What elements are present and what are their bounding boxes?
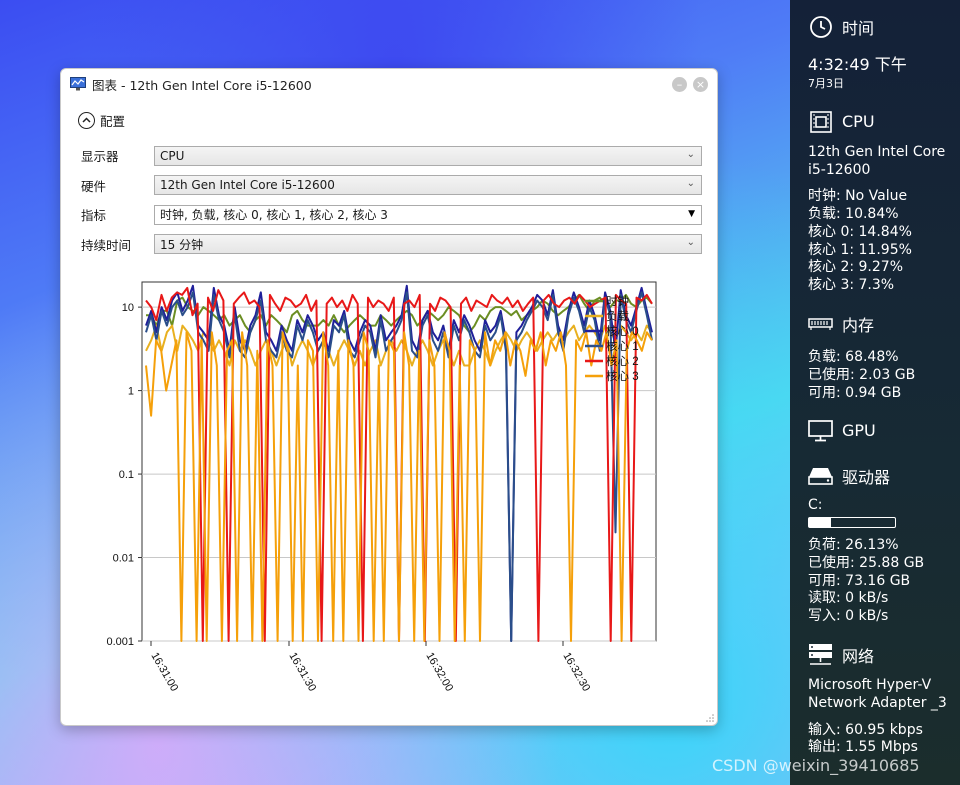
memory-available: 可用: 0.94 GB — [808, 385, 902, 401]
window-titlebar[interactable]: 图表 - 12th Gen Intel Core i5-12600 – × — [61, 69, 717, 99]
drive-used: 已使用: 25.88 GB — [808, 555, 925, 571]
gpu-section-header: GPU — [808, 418, 876, 443]
caret-down-icon: ▼ — [688, 208, 695, 219]
date-value: 7月3日 — [808, 77, 844, 90]
display-select-value: CPU — [160, 148, 185, 163]
cpu-chip-icon — [808, 109, 833, 134]
display-select[interactable]: CPU ⌄ — [154, 145, 702, 166]
watermark: CSDN @weixin_39410685 — [712, 756, 920, 775]
cpu-name-line1: 12th Gen Intel Core — [808, 144, 946, 160]
minimize-icon: – — [676, 77, 683, 91]
memory-used: 已使用: 2.03 GB — [808, 367, 916, 383]
cpu-title: CPU — [842, 112, 875, 131]
network-adapter-line1: Microsoft Hyper-V — [808, 677, 932, 693]
metrics-label: 指标 — [81, 208, 107, 224]
chevron-down-icon: ⌄ — [686, 237, 695, 249]
y-tick-label: 1 — [128, 386, 134, 398]
clock-icon — [808, 14, 833, 39]
time-section-header: 时间 — [808, 14, 874, 39]
config-toggle[interactable]: 配置 — [61, 99, 717, 141]
monitor-app-icon — [70, 77, 86, 91]
duration-select[interactable]: 15 分钟 ⌄ — [154, 234, 702, 255]
memory-title: 内存 — [842, 315, 875, 335]
chevron-down-icon: ⌄ — [686, 148, 695, 160]
cpu-section-header: CPU — [808, 109, 875, 134]
x-tick-label: 16:31:00 — [148, 651, 180, 694]
x-tick-label: 16:31:30 — [286, 651, 318, 694]
sensor-line-chart: 10 1 0.1 0.01 0.001 16:31:00 16:31:30 16:32:00 1… — [106, 281, 657, 694]
y-tick-label: 0.001 — [106, 636, 134, 648]
hardware-label: 硬件 — [81, 178, 107, 194]
close-icon: × — [695, 77, 706, 91]
field-row-duration: 持续时间 15 分钟 ⌄ — [61, 230, 717, 260]
legend-label: 核心 1 — [606, 339, 639, 353]
field-row-display: 显示器 CPU ⌄ — [61, 141, 717, 171]
drive-available: 可用: 73.16 GB — [808, 573, 911, 589]
resize-grip-icon[interactable] — [706, 714, 714, 722]
window-title: 图表 - 12th Gen Intel Core i5-12600 — [92, 77, 312, 93]
minimize-button[interactable]: – — [672, 76, 687, 92]
legend-label: 时钟 — [606, 294, 629, 308]
chart-window: 图表 - 12th Gen Intel Core i5-12600 – × 配置… — [60, 68, 718, 726]
time-title: 时间 — [842, 18, 875, 38]
cpu-core1: 核心 1: 11.95% — [808, 242, 912, 258]
network-server-icon — [808, 642, 833, 667]
gpu-title: GPU — [842, 421, 876, 440]
cpu-clock: 时钟: No Value — [808, 188, 908, 204]
drive-letter: C: — [808, 497, 823, 513]
drive-title: 驱动器 — [842, 467, 891, 487]
memory-section-header: 内存 — [808, 311, 874, 336]
hard-drive-icon — [808, 463, 833, 488]
network-adapter-line2: Network Adapter _3 — [808, 695, 947, 711]
drive-load: 负荷: 26.13% — [808, 537, 899, 553]
hardware-select[interactable]: 12th Gen Intel Core i5-12600 ⌄ — [154, 175, 702, 196]
network-section-header: 网络 — [808, 642, 874, 667]
series-line-1 — [145, 324, 653, 367]
network-title: 网络 — [842, 646, 875, 666]
y-tick-label: 10 — [122, 302, 134, 314]
duration-select-value: 15 分钟 — [160, 237, 204, 252]
drive-read: 读取: 0 kB/s — [808, 590, 889, 606]
network-out: 输出: 1.55 Mbps — [808, 739, 918, 755]
cpu-core0: 核心 0: 14.84% — [808, 224, 912, 240]
display-label: 显示器 — [81, 149, 119, 165]
drive-write: 写入: 0 kB/s — [808, 608, 889, 624]
drive-usage-bar — [808, 517, 896, 528]
monitor-icon — [808, 418, 833, 443]
series-line-0 — [146, 293, 653, 334]
drive-usage-fill — [809, 518, 832, 527]
series-line-3 — [145, 291, 653, 642]
config-label: 配置 — [100, 113, 126, 129]
y-tick-label: 0.01 — [113, 553, 134, 565]
x-tick-label: 16:32:00 — [423, 651, 455, 694]
field-row-hardware: 硬件 12th Gen Intel Core i5-12600 ⌄ — [61, 171, 717, 201]
memory-load: 负载: 68.48% — [808, 349, 899, 365]
drive-section-header: 驱动器 — [808, 463, 890, 488]
network-in: 输入: 60.95 kbps — [808, 722, 923, 738]
metrics-select[interactable]: 时钟, 负载, 核心 0, 核心 1, 核心 2, 核心 3 ▼ — [154, 204, 702, 225]
memory-ram-icon — [808, 311, 833, 336]
cpu-core3: 核心 3: 7.3% — [808, 277, 895, 293]
legend-label: 核心 0 — [606, 324, 639, 338]
cpu-core2: 核心 2: 9.27% — [808, 259, 903, 275]
metrics-select-value: 时钟, 负载, 核心 0, 核心 1, 核心 2, 核心 3 — [160, 208, 388, 223]
clock-value: 4:32:49 下午 — [808, 55, 907, 74]
close-button[interactable]: × — [693, 76, 708, 92]
cpu-name-line2: i5-12600 — [808, 162, 871, 178]
y-tick-label: 0.1 — [119, 469, 134, 481]
legend-label: 负载 — [606, 309, 629, 323]
hardware-select-value: 12th Gen Intel Core i5-12600 — [160, 178, 335, 193]
chevron-up-icon — [78, 111, 95, 129]
legend-label: 核心 2 — [606, 354, 639, 368]
duration-label: 持续时间 — [81, 237, 132, 253]
field-row-metrics: 指标 时钟, 负载, 核心 0, 核心 1, 核心 2, 核心 3 ▼ — [61, 200, 717, 230]
system-monitor-sidebar: 时间 4:32:49 下午 7月3日 CPU 12th Gen Intel Co… — [790, 0, 960, 785]
x-tick-label: 16:32:30 — [560, 651, 592, 694]
chevron-down-icon: ⌄ — [686, 178, 695, 190]
series-line-5 — [145, 331, 653, 642]
legend-label: 核心 3 — [606, 369, 639, 383]
cpu-load: 负载: 10.84% — [808, 206, 899, 222]
